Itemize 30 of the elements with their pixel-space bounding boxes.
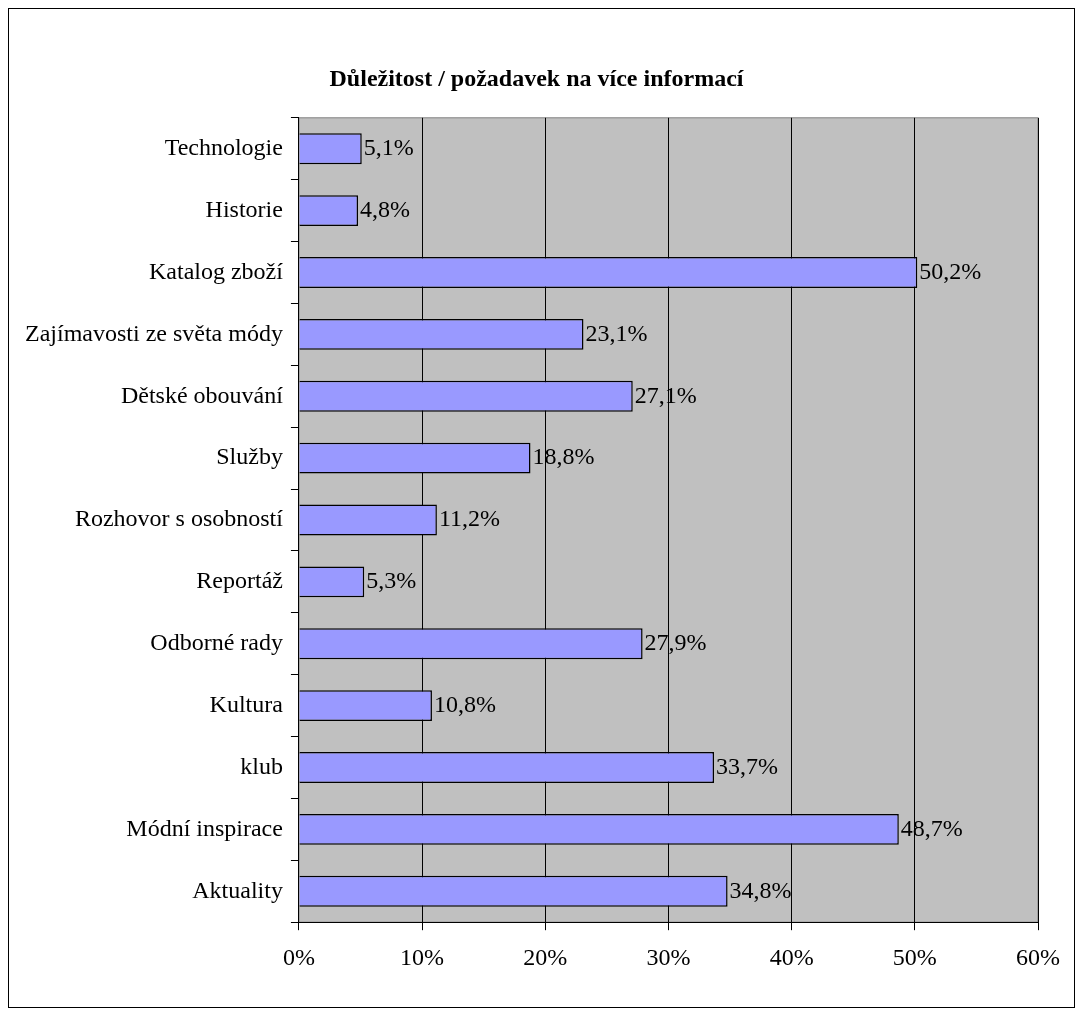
y-tick-label: Odborné rady — [150, 629, 283, 656]
x-tick-label: 20% — [523, 943, 568, 970]
y-tick-label: Technologie — [164, 134, 283, 161]
data-label: 11,2% — [438, 505, 500, 532]
x-tick-label: 40% — [769, 943, 814, 970]
y-tick-label: Aktuality — [192, 876, 283, 903]
x-tick-label: 0% — [282, 943, 315, 970]
data-label: 23,1% — [585, 319, 648, 346]
y-tick-label: Služby — [216, 443, 283, 470]
chart-title: Důležitost / požadavek na více informací — [329, 64, 744, 91]
data-label: 5,3% — [366, 567, 417, 594]
x-tick-label: 50% — [892, 943, 937, 970]
x-tick-label: 60% — [1016, 943, 1060, 970]
y-tick-label: Rozhovor s osobností — [74, 505, 284, 532]
data-label: 33,7% — [716, 752, 779, 779]
y-tick-label: Historie — [205, 195, 283, 222]
y-tick-label: Zajímavosti ze světa módy — [24, 319, 283, 346]
data-label: 34,8% — [729, 876, 792, 903]
data-label: 5,1% — [363, 134, 414, 161]
y-tick-label: Kultura — [209, 690, 284, 717]
data-label: 50,2% — [919, 257, 982, 284]
data-label: 10,8% — [433, 690, 496, 717]
data-label: 4,8% — [360, 195, 411, 222]
y-tick-label: Reportáž — [196, 567, 283, 594]
y-tick-label: Módní inspirace — [126, 814, 283, 841]
y-tick-label: Katalog zboží — [148, 257, 284, 284]
x-tick-label: 10% — [400, 943, 445, 970]
y-tick-label: Dětské obouvání — [120, 381, 284, 408]
x-tick-label: 30% — [646, 943, 691, 970]
y-tick-label: klub — [240, 752, 283, 779]
